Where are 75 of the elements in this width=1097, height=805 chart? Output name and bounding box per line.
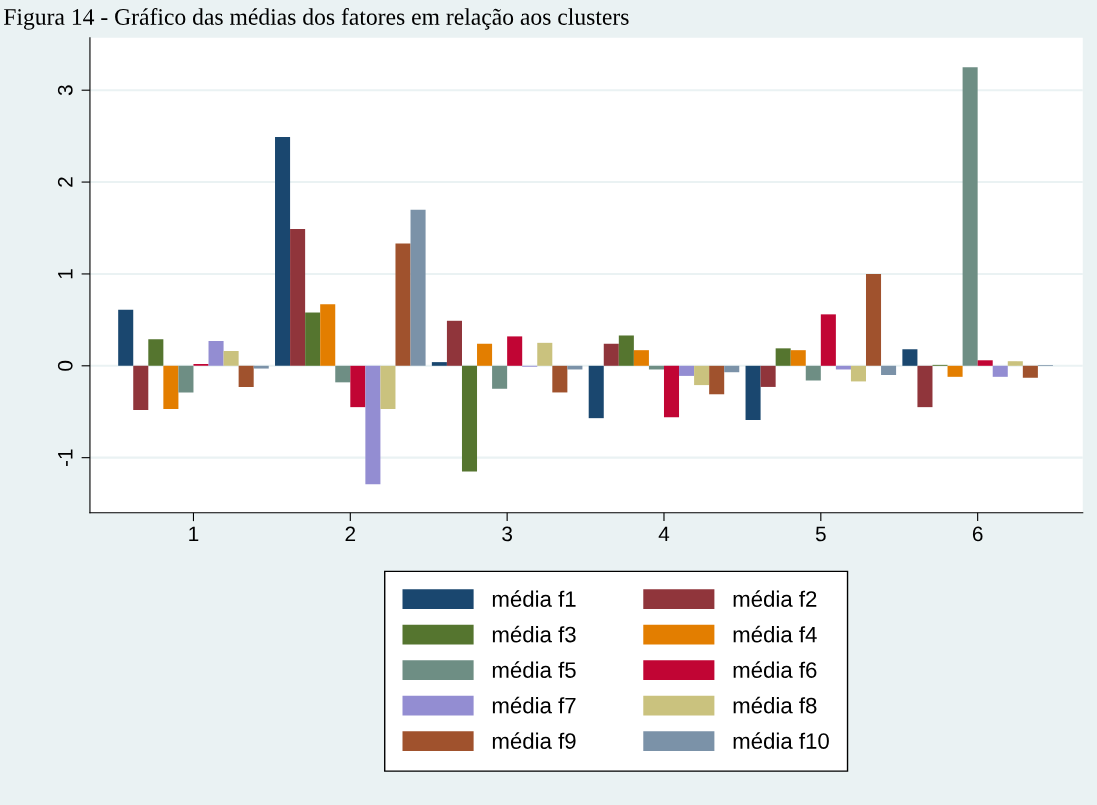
bar (745, 365, 761, 420)
bar (775, 348, 791, 366)
bar (118, 309, 134, 366)
bar (461, 365, 478, 472)
bar (603, 343, 619, 366)
bar (163, 365, 179, 409)
y-tick-label: 1 (58, 269, 73, 279)
bar (320, 304, 336, 366)
legend-label: média f3 (492, 625, 576, 643)
bar (865, 273, 882, 366)
chart-title: Figura 14 - Gráfico das médias dos fatores em relação aos clusters (3, 8, 629, 30)
bar (446, 320, 462, 366)
bar (552, 365, 568, 393)
bar (365, 365, 381, 485)
bar (805, 365, 821, 381)
bar (709, 365, 725, 395)
bar (290, 228, 306, 366)
x-tick-label: 2 (345, 526, 356, 542)
x-tick-label: 6 (972, 526, 983, 542)
bar (947, 365, 963, 377)
bar (507, 336, 523, 366)
bar (694, 365, 710, 386)
bar (380, 365, 396, 409)
legend-label: média f4 (733, 625, 817, 643)
bar (238, 365, 254, 387)
bar (395, 243, 411, 366)
bar (148, 339, 164, 366)
bar (537, 342, 553, 366)
bar (820, 314, 836, 366)
bar (223, 351, 239, 366)
bar (208, 340, 224, 366)
bar (917, 365, 933, 408)
bar (1007, 361, 1023, 366)
x-tick-label: 1 (189, 526, 199, 542)
bar (724, 365, 740, 373)
legend-label: média f9 (492, 732, 576, 749)
bar (902, 349, 918, 366)
bar (305, 312, 321, 366)
bar (790, 350, 806, 366)
bar (350, 365, 366, 408)
y-tick-label: 2 (57, 177, 73, 187)
bar (588, 365, 604, 419)
bar (431, 362, 447, 366)
x-tick-label: 5 (815, 526, 826, 542)
legend-label: média f5 (492, 661, 576, 678)
legend-label: média f8 (733, 696, 817, 714)
bar (1022, 365, 1038, 378)
x-tick-label: 3 (502, 526, 513, 542)
bar (253, 365, 269, 369)
legend-label: média f10 (733, 732, 829, 749)
bar (477, 343, 493, 366)
bar (492, 365, 508, 389)
bar (275, 137, 291, 366)
y-tick-label: -1 (58, 449, 73, 466)
x-tick-label: 4 (658, 526, 670, 542)
bar (977, 360, 993, 366)
legend-label: média f2 (733, 590, 817, 607)
bar (663, 365, 680, 418)
legend-label: média f1 (492, 590, 576, 607)
bar (133, 365, 149, 410)
bar (992, 365, 1008, 377)
bar (679, 365, 695, 376)
bar (850, 365, 866, 382)
legend-label: média f7 (492, 696, 576, 714)
bar (881, 365, 897, 375)
y-tick-label: 0 (57, 360, 73, 371)
bar (962, 67, 978, 366)
bar (633, 350, 649, 366)
bar (178, 365, 194, 393)
bar (410, 209, 426, 366)
bar (760, 365, 776, 387)
bar (335, 365, 351, 383)
legend-label: média f6 (733, 661, 817, 678)
y-tick-label: 3 (57, 85, 73, 96)
bar (618, 335, 634, 366)
